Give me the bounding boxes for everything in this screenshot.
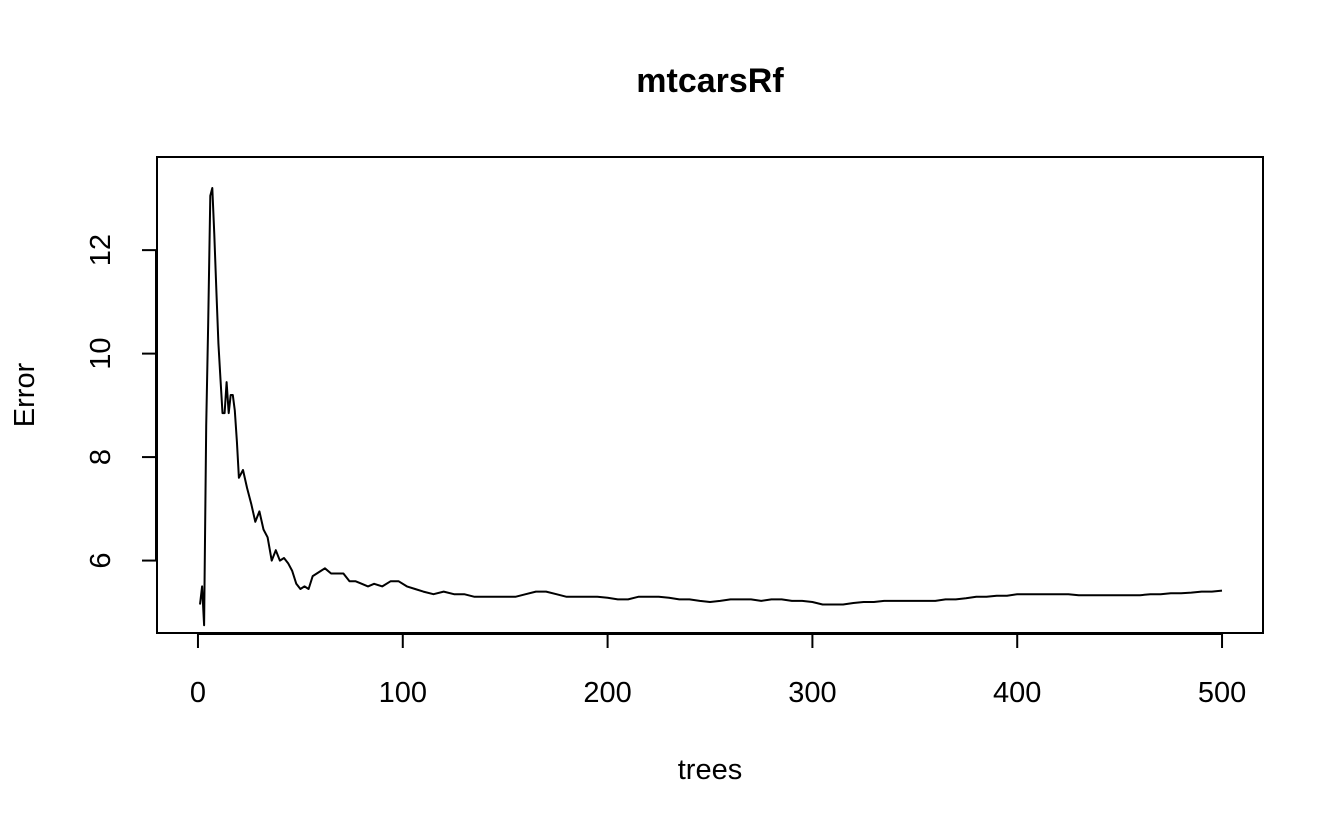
y-axis-label: Error [9, 362, 41, 427]
x-tick-label: 200 [583, 677, 631, 709]
x-tick-label: 300 [788, 677, 836, 709]
x-tick-label: 0 [190, 677, 206, 709]
plot-frame [156, 156, 1264, 634]
y-tick-label: 6 [85, 553, 117, 569]
x-tick-label: 500 [1198, 677, 1246, 709]
x-axis-label: trees [678, 754, 742, 786]
error-series-line [199, 187, 1223, 627]
y-tick-label: 10 [85, 337, 117, 369]
x-tick-label: 400 [993, 677, 1041, 709]
x-tick-label: 100 [379, 677, 427, 709]
y-tick-label: 12 [85, 234, 117, 266]
y-axis: 6 8 10 12 [85, 234, 157, 569]
x-axis: 0 100 200 300 400 500 [190, 633, 1246, 709]
y-tick-label: 8 [85, 449, 117, 465]
chart-title: mtcarsRf [636, 62, 784, 100]
